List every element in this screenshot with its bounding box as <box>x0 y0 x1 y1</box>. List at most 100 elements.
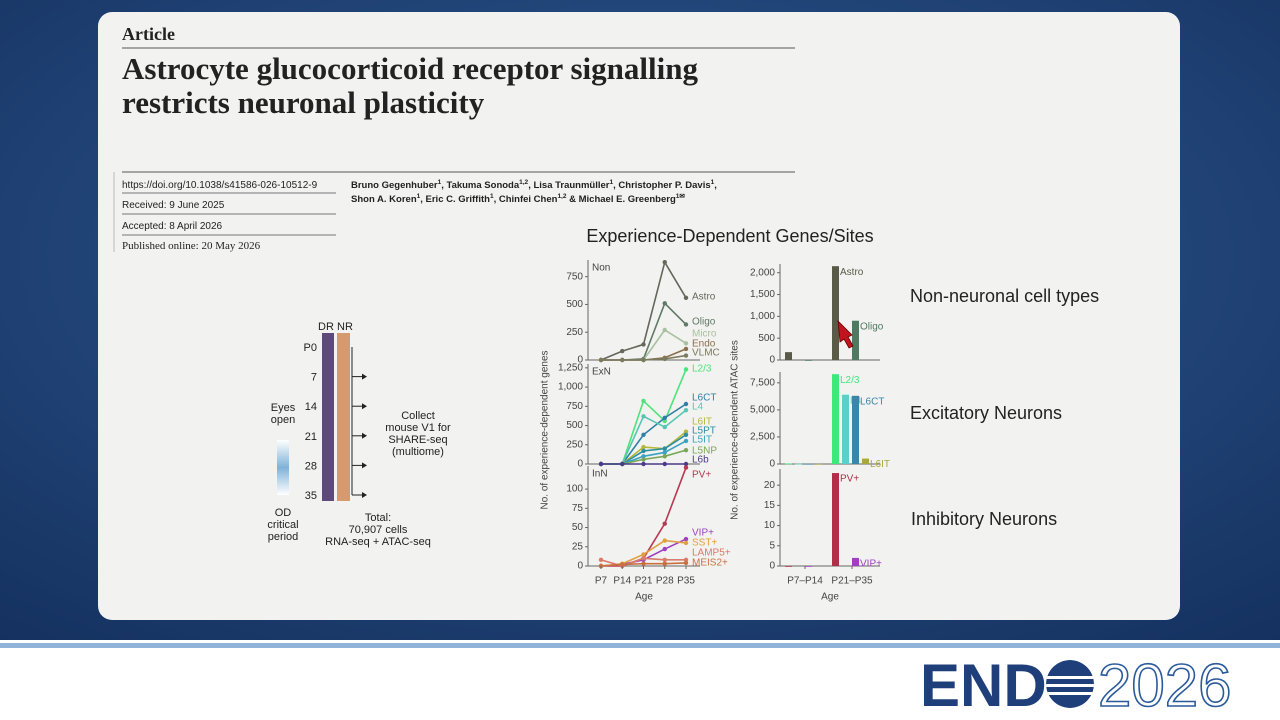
point <box>641 432 646 437</box>
affiliation: 1 <box>610 179 614 186</box>
y-tick-label: 500 <box>566 299 583 310</box>
received: Received: 9 June 2025 <box>122 200 225 211</box>
series-label: SST+ <box>692 538 717 549</box>
footer-rule <box>0 643 1280 648</box>
point <box>662 557 667 563</box>
series-label: L6b <box>692 455 709 466</box>
y-tick-label: 5,000 <box>750 405 775 416</box>
bar <box>805 463 812 465</box>
series-label: Astro <box>840 267 864 278</box>
day-label: 35 <box>305 490 317 502</box>
charts: Non0250500750AstroOligoMicroEndoVLMCExN0… <box>540 260 890 603</box>
logo-o <box>1046 660 1094 708</box>
point <box>620 461 625 467</box>
y-tick-label: 15 <box>764 500 776 511</box>
series-label: L5PT <box>692 426 716 437</box>
series-label: L6IT <box>692 417 712 428</box>
day-label: 21 <box>305 431 317 443</box>
series-label: L6CT <box>860 396 884 407</box>
point <box>662 546 667 552</box>
point <box>662 301 667 306</box>
critical-period: OD <box>275 507 292 519</box>
row-label: Inhibitory Neurons <box>911 509 1057 529</box>
point <box>683 536 689 542</box>
y-tick-label: 100 <box>566 484 583 495</box>
y-tick-label: 25 <box>572 541 584 552</box>
point <box>662 446 667 451</box>
arrowhead <box>362 492 367 498</box>
bar <box>805 566 812 567</box>
author: Shon A. Koren <box>351 194 417 205</box>
point <box>683 407 689 413</box>
y-tick-label: 10 <box>764 520 776 531</box>
point <box>683 540 689 546</box>
series-label: L6IT <box>870 459 890 470</box>
series-label: L5NP <box>692 446 717 457</box>
point <box>683 401 689 407</box>
bar <box>852 557 859 566</box>
point <box>620 348 625 354</box>
bar <box>785 463 792 465</box>
x-axis-label: Age <box>635 592 653 603</box>
affiliation: 1 <box>438 179 442 186</box>
x-axis-label: Age <box>821 592 839 603</box>
series-label: PV+ <box>840 474 859 485</box>
day-label: 7 <box>311 372 317 384</box>
author: , <box>714 180 717 191</box>
logo-left: END <box>920 652 1047 719</box>
doi: https://doi.org/10.1038/s41586-026-10512… <box>122 180 318 191</box>
y-tick-label: 7,500 <box>750 377 775 388</box>
paper-title: restricts neuronal plasticity <box>122 85 485 120</box>
point <box>683 560 689 566</box>
point <box>662 454 667 459</box>
affiliation: 1 <box>490 193 494 200</box>
bar <box>832 374 839 464</box>
authors: Bruno Gegenhuber1, Takuma Sonoda1,2, Lis… <box>351 179 717 205</box>
y-tick-label: 1,000 <box>558 382 583 393</box>
author: & Michael E. Greenberg <box>566 194 675 205</box>
point <box>662 327 667 333</box>
eyes-open: open <box>271 414 295 426</box>
y-tick-label: 1,500 <box>750 289 775 300</box>
author: Bruno Gegenhuber <box>351 180 438 191</box>
logo-right: 2026 <box>1098 652 1231 719</box>
author-line: Shon A. Koren1, Eric C. Griffith1, Chinf… <box>351 193 685 205</box>
author: , Christopher P. Davis <box>613 180 711 191</box>
y-tick-label: 0 <box>769 561 775 572</box>
y-tick-label: 750 <box>566 401 583 412</box>
bar <box>785 566 792 567</box>
content-card <box>98 12 1180 620</box>
y-tick-label: 0 <box>577 459 583 470</box>
day-label: P0 <box>304 342 317 354</box>
row-label: Excitatory Neurons <box>910 403 1062 423</box>
x-tick-label: P14 <box>613 576 631 587</box>
collect: Collect <box>401 410 435 422</box>
series-label: Endo <box>692 339 716 350</box>
x-tick-label: P21–P35 <box>831 576 873 587</box>
point <box>662 418 667 424</box>
accepted: Accepted: 8 April 2026 <box>122 221 223 232</box>
point <box>683 429 689 434</box>
affiliation: 1 <box>711 179 715 186</box>
y-tick-label: 50 <box>572 522 584 533</box>
panel-label: InN <box>592 469 608 480</box>
point <box>641 457 646 462</box>
point <box>662 521 667 526</box>
y-tick-label: 1,250 <box>558 362 583 373</box>
series-label: MEIS2+ <box>692 558 728 569</box>
arrowhead <box>362 462 367 469</box>
affiliation: 1 <box>417 193 421 200</box>
point <box>598 557 604 563</box>
y-tick-label: 20 <box>764 480 776 491</box>
series-label: Astro <box>692 292 716 303</box>
author: , Eric C. Griffith <box>420 194 490 205</box>
point <box>641 552 646 557</box>
od-gradient <box>277 440 289 495</box>
series-label: L2/3 <box>840 375 860 386</box>
y-tick-label: 1,000 <box>750 311 775 322</box>
total: 70,907 cells <box>349 524 408 536</box>
published: Published online: 20 May 2026 <box>122 240 261 252</box>
point <box>683 322 689 327</box>
point <box>598 357 604 363</box>
y-axis-label: No. of experience-dependent ATAC sites <box>730 340 741 520</box>
